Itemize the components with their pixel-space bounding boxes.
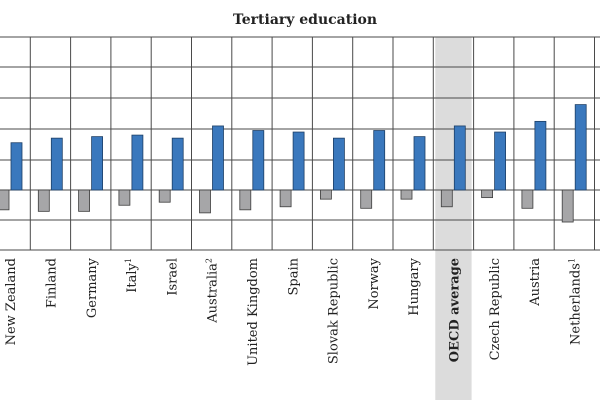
bar-negative (37, 189, 50, 212)
bar-positive (212, 125, 224, 191)
bar-positive (10, 142, 23, 191)
category-label: Hungary (407, 257, 422, 315)
bar-negative (481, 189, 494, 199)
bar-negative (0, 189, 10, 211)
bar-positive (292, 131, 305, 191)
bar-negative (199, 189, 211, 214)
bar-positive (50, 137, 63, 191)
bar-negative (118, 189, 131, 206)
category-label: OECD average (447, 258, 462, 362)
category-label: Netherlands1 (567, 258, 583, 345)
bar-positive (494, 131, 507, 191)
bar-positive (574, 104, 587, 191)
category-label: Norway (367, 257, 382, 309)
bar-positive (413, 136, 426, 191)
bar-positive (91, 136, 103, 191)
bar-positive (534, 120, 547, 191)
bar-positive (171, 137, 184, 191)
bar-negative (158, 189, 171, 203)
category-label: Italy1 (124, 258, 140, 293)
category-label: New Zealand (4, 258, 19, 345)
bar-negative (561, 189, 574, 223)
bar-negative (440, 189, 453, 208)
bar-negative (78, 189, 90, 212)
category-label: Finland (44, 258, 59, 308)
chart-title: Tertiary education (233, 12, 377, 28)
bar-negative (239, 189, 252, 211)
bar-negative (400, 189, 413, 200)
bar-negative (521, 189, 534, 209)
category-label: United Kingdom (246, 258, 261, 366)
bar-negative (360, 189, 373, 209)
category-label: Spain (286, 257, 301, 295)
bar-positive (252, 130, 265, 191)
category-label: Australia2 (205, 258, 221, 324)
bar-positive (453, 125, 466, 191)
bar-negative (279, 189, 292, 208)
category-label: Israel (165, 258, 180, 296)
bar-positive (131, 134, 144, 191)
category-label: Slovak Republic (327, 258, 342, 364)
category-label: Austria (528, 258, 543, 307)
bar-positive (373, 130, 386, 191)
bar-negative (319, 189, 332, 200)
category-label: Germany (85, 257, 100, 318)
category-label: Czech Republic (488, 258, 503, 360)
bar-positive (332, 137, 345, 191)
